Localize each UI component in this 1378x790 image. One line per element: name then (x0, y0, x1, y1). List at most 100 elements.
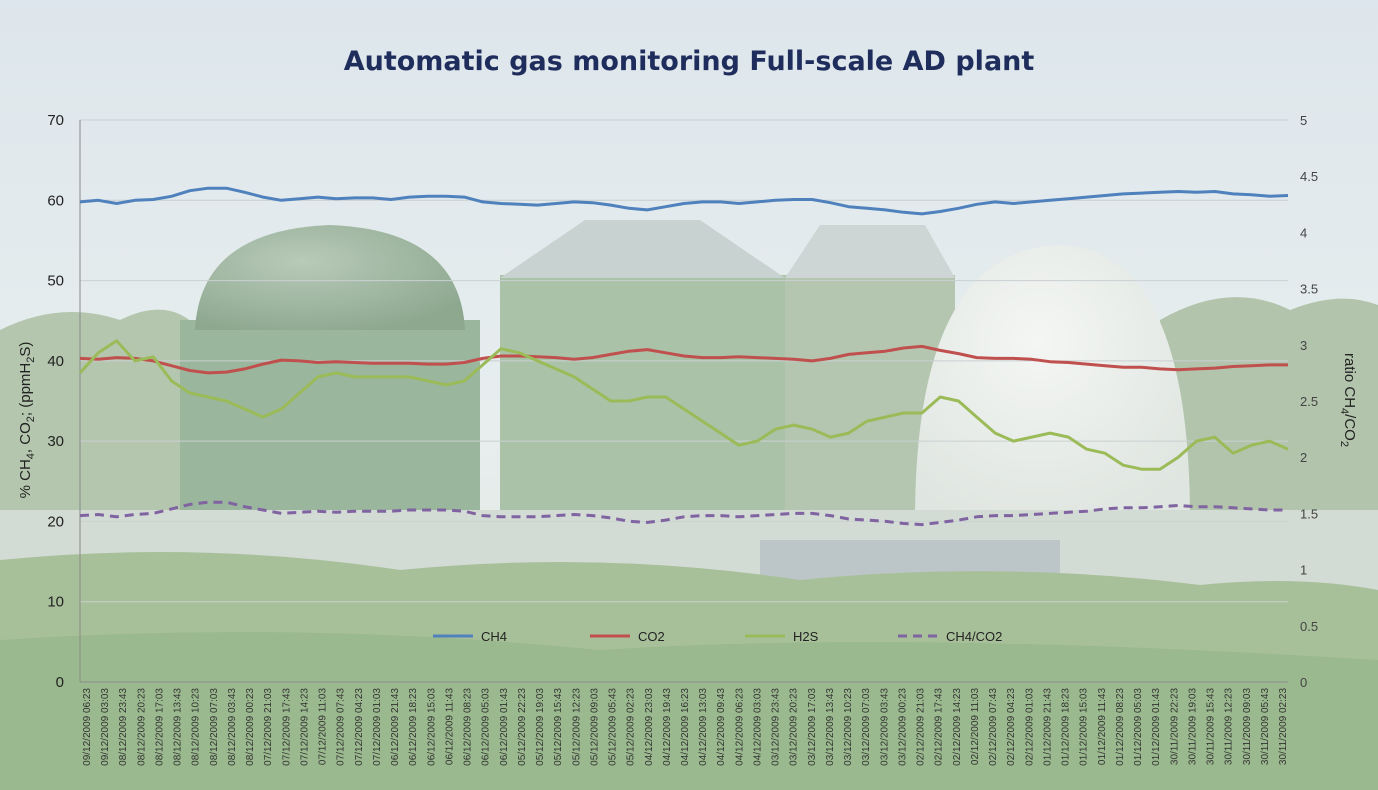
x-tick-label: 05/12/2009 02:23 (626, 688, 637, 766)
x-tick-label: 08/12/2009 10:23 (191, 688, 202, 766)
y-right-tick-label: 2.5 (1300, 394, 1318, 409)
x-tick-label: 07/12/2009 07:43 (336, 688, 347, 766)
x-tick-label: 30/11/2009 02:23 (1278, 688, 1289, 766)
x-tick-label: 05/12/2009 15:43 (553, 688, 564, 766)
x-tick-label: 03/12/2009 07:03 (861, 688, 872, 766)
legend-label: H2S (793, 629, 819, 644)
x-tick-label: 08/12/2009 20:23 (136, 688, 147, 766)
x-tick-label: 03/12/2009 10:23 (843, 688, 854, 766)
y-right-tick-label: 0 (1300, 675, 1307, 690)
x-tick-label: 01/12/2009 08:23 (1115, 688, 1126, 766)
y-right-tick-label: 1 (1300, 563, 1307, 578)
y-left-tick-label: 70 (47, 112, 64, 129)
x-tick-label: 01/12/2009 05:03 (1133, 688, 1144, 766)
x-tick-label: 04/12/2009 13:03 (698, 688, 709, 766)
x-tick-label: 03/12/2009 23:43 (771, 688, 782, 766)
legend-label: CO2 (638, 629, 665, 644)
axes (79, 120, 1288, 683)
y-left-tick-label: 20 (47, 513, 64, 530)
x-tick-label: 30/11/2009 09:03 (1242, 688, 1253, 766)
x-tick-label: 01/12/2009 21:43 (1042, 688, 1053, 766)
x-tick-label: 05/12/2009 12:23 (571, 688, 582, 766)
y-left-tick-label: 50 (47, 273, 64, 290)
y-left-tick-label: 10 (47, 594, 64, 611)
x-tick-label: 07/12/2009 11:03 (318, 688, 329, 766)
x-tick-label: 30/11/2009 15:43 (1206, 688, 1217, 766)
y-axis-left-label: % CH4​, CO2​; (ppmH2​S) (17, 342, 37, 499)
x-tick-label: 05/12/2009 22:23 (517, 688, 528, 766)
y-right-tick-label: 0.5 (1300, 619, 1318, 634)
y-axis-right-label: ratio CH4​/CO2​ (1338, 353, 1358, 447)
x-tick-label: 01/12/2009 15:03 (1079, 688, 1090, 766)
x-tick-label: 04/12/2009 03:03 (752, 688, 763, 766)
y-left-tick-label: 60 (47, 192, 64, 209)
x-tick-label: 06/12/2009 15:03 (426, 688, 437, 766)
y-right-tick-label: 5 (1300, 113, 1307, 128)
series-line-h2s (78, 339, 1289, 471)
x-tick-label: 04/12/2009 06:23 (734, 688, 745, 766)
series-line-ch4 (79, 186, 1289, 216)
x-tick-label: 02/12/2009 11:03 (970, 688, 981, 766)
x-tick-label: 08/12/2009 13:43 (173, 688, 184, 766)
x-tick-label: 07/12/2009 21:03 (263, 688, 274, 766)
x-tick-label: 07/12/2009 17:43 (281, 688, 292, 766)
legend: CH4 CO2 H2S CH4/CO2 (433, 629, 1002, 644)
x-tick-label: 08/12/2009 17:03 (154, 688, 165, 766)
legend-item: H2S (745, 629, 819, 644)
x-tick-label: 04/12/2009 16:23 (680, 688, 691, 766)
x-tick-label: 06/12/2009 11:43 (444, 688, 455, 766)
legend-item: CO2 (590, 629, 665, 644)
x-tick-label: 01/12/2009 11:43 (1097, 688, 1108, 766)
gridlines (80, 119, 1288, 603)
x-tick-label: 06/12/2009 08:23 (463, 688, 474, 766)
y-right-tick-label: 3.5 (1300, 282, 1318, 297)
x-tick-label: 03/12/2009 20:23 (789, 688, 800, 766)
series-line-ch4-co2 (79, 500, 1288, 527)
x-tick-label: 01/12/2009 18:23 (1061, 688, 1072, 766)
y-right-tick-label: 2 (1300, 450, 1307, 465)
legend-label: CH4/CO2 (946, 629, 1002, 644)
series-line-co2 (79, 344, 1288, 375)
x-tick-label: 08/12/2009 07:03 (209, 688, 220, 766)
x-tick-label: 02/12/2009 17:43 (934, 688, 945, 766)
x-tick-label: 07/12/2009 04:23 (354, 688, 365, 766)
x-axis-tick-labels: 09/12/2009 06:23 09/12/2009 03:03 08/12/20… (82, 688, 1289, 766)
x-tick-label: 02/12/2009 04:23 (1006, 688, 1017, 766)
y-right-tick-label: 4.5 (1300, 169, 1318, 184)
x-tick-label: 06/12/2009 05:03 (481, 688, 492, 766)
left-axis-ticks: 0 10 20 30 40 50 60 70 (47, 112, 64, 691)
series-lines (78, 186, 1289, 527)
x-tick-label: 02/12/2009 14:23 (952, 688, 963, 766)
x-tick-label: 09/12/2009 03:03 (100, 688, 111, 766)
x-tick-label: 03/12/2009 00:23 (897, 688, 908, 766)
x-tick-label: 06/12/2009 01:43 (499, 688, 510, 766)
x-tick-label: 02/12/2009 01:03 (1024, 688, 1035, 766)
y-right-tick-label: 4 (1300, 225, 1307, 240)
x-tick-label: 02/12/2009 21:03 (916, 688, 927, 766)
x-tick-label: 03/12/2009 03:43 (879, 688, 890, 766)
x-tick-label: 30/11/2009 19:03 (1187, 688, 1198, 766)
x-tick-label: 05/12/2009 09:03 (589, 688, 600, 766)
x-tick-label: 07/12/2009 01:03 (372, 688, 383, 766)
x-tick-label: 07/12/2009 14:23 (299, 688, 310, 766)
x-tick-label: 05/12/2009 19:03 (535, 688, 546, 766)
legend-item: CH4/CO2 (898, 629, 1002, 644)
x-tick-label: 04/12/2009 19:43 (662, 688, 673, 766)
legend-item: CH4 (433, 629, 507, 644)
legend-label: CH4 (481, 629, 507, 644)
x-tick-label: 05/12/2009 05:43 (608, 688, 619, 766)
x-tick-label: 04/12/2009 09:43 (716, 688, 727, 766)
x-tick-label: 30/11/2009 12:23 (1224, 688, 1235, 766)
x-tick-label: 02/12/2009 07:43 (988, 688, 999, 766)
x-tick-label: 08/12/2009 03:43 (227, 688, 238, 766)
y-left-tick-label: 30 (47, 433, 64, 450)
right-axis-ticks: 0 0.5 1 1.5 2 2.5 3 3.5 4 4.5 5 (1300, 113, 1318, 690)
y-left-tick-label: 40 (47, 353, 64, 370)
x-tick-label: 01/12/2009 01:43 (1151, 688, 1162, 766)
x-tick-label: 03/12/2009 13:43 (825, 688, 836, 766)
y-right-tick-label: 1.5 (1300, 506, 1318, 521)
x-tick-label: 03/12/2009 17:03 (807, 688, 818, 766)
